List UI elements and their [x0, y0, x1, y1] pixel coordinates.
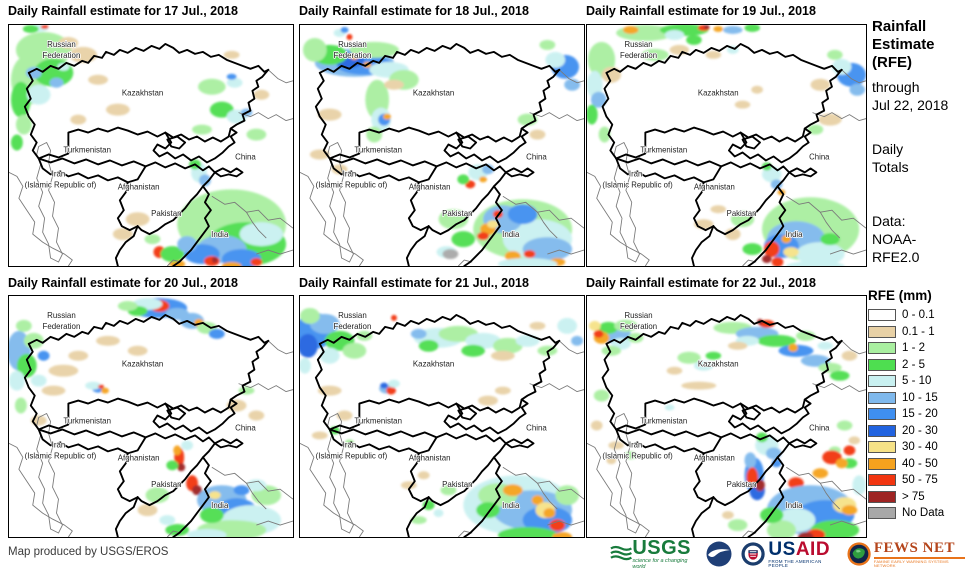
usaid-logo-tagline: FROM THE AMERICAN PEOPLE [768, 558, 822, 568]
legend-label: 5 - 10 [902, 375, 932, 388]
legend-row: 30 - 40 [868, 439, 963, 456]
legend-label: 20 - 30 [902, 424, 938, 437]
legend-label: 50 - 75 [902, 474, 938, 487]
noaa-logo [706, 541, 732, 567]
fewsnet-globe-icon [847, 542, 871, 566]
legend-swatch [868, 490, 896, 503]
legend: RFE (mm) 0 - 0.1 0.1 - 1 1 - 2 2 - 5 5 - 10 1… [868, 288, 963, 522]
usgs-logo: USGS science for a changing world [610, 538, 697, 570]
map-panel-22jul [586, 295, 867, 538]
sidebar-title: Rainfall Estimate (RFE) [872, 18, 935, 72]
panel-title-22jul: Daily Rainfall estimate for 22 Jul., 201… [586, 276, 816, 290]
footer-logos: USGS science for a changing world USAID … [610, 538, 965, 570]
legend-label: No Data [902, 507, 945, 520]
usaid-text-us: US [768, 538, 796, 560]
legend-swatch [868, 375, 896, 388]
legend-title: RFE (mm) [868, 288, 932, 303]
sidebar-data-line2: NOAA- [872, 231, 917, 247]
rainfall-blobs-17jul [10, 25, 287, 266]
sidebar-through: through Jul 22, 2018 [872, 78, 948, 114]
legend-row: 2 - 5 [868, 357, 963, 374]
panel-title-18jul: Daily Rainfall estimate for 18 Jul., 201… [299, 4, 529, 18]
sidebar-totals-line2: Totals [872, 159, 909, 175]
legend-swatch [868, 474, 896, 487]
legend-label: 15 - 20 [902, 408, 938, 421]
map-panel-20jul [8, 295, 294, 538]
legend-swatch [868, 358, 896, 371]
usaid-text-aid: AID [795, 538, 831, 560]
legend-swatch [868, 424, 896, 437]
sidebar-data-source: Data: NOAA- RFE2.0 [872, 212, 919, 266]
sidebar-title-line3: (RFE) [872, 54, 912, 71]
legend-swatch [868, 391, 896, 404]
sidebar-through-line2: Jul 22, 2018 [872, 97, 949, 113]
legend-swatch [868, 309, 896, 322]
sidebar-daily-totals: Daily Totals [872, 140, 909, 176]
map-panel-18jul [299, 24, 585, 267]
legend-label: 10 - 15 [902, 391, 938, 404]
panel-title-17jul: Daily Rainfall estimate for 17 Jul., 201… [8, 4, 238, 18]
map-panel-21jul [299, 295, 585, 538]
rainfall-blobs-19jul [587, 25, 866, 266]
usgs-logo-tagline: science for a changing world [632, 558, 688, 570]
legend-row: 20 - 30 [868, 423, 963, 440]
sidebar-data-line3: RFE2.0 [872, 249, 920, 265]
fewsnet-logo: FEWS NET FAMINE EARLY WARNING SYSTEMS NE… [847, 539, 965, 568]
usgs-logo-text: USGS [632, 537, 692, 559]
fewsnet-underline [873, 556, 965, 559]
legend-label: > 75 [902, 490, 925, 503]
panel-title-19jul: Daily Rainfall estimate for 19 Jul., 201… [586, 4, 816, 18]
legend-row: 40 - 50 [868, 456, 963, 473]
legend-swatch [868, 408, 896, 421]
legend-label: 0.1 - 1 [902, 325, 935, 338]
noaa-emblem-icon [706, 541, 732, 567]
usaid-logo-text: USAID [768, 540, 837, 559]
legend-row: 1 - 2 [868, 340, 963, 357]
legend-swatch [868, 325, 896, 338]
panel-title-21jul: Daily Rainfall estimate for 21 Jul., 201… [299, 276, 529, 290]
sidebar-data-line1: Data: [872, 213, 906, 229]
legend-row: 15 - 20 [868, 406, 963, 423]
legend-row: No Data [868, 505, 963, 522]
map-panel-17jul [8, 24, 294, 267]
fewsnet-logo-tagline: FAMINE EARLY WARNING SYSTEMS NETWORK [873, 558, 949, 568]
panel-title-20jul: Daily Rainfall estimate for 20 Jul., 201… [8, 276, 238, 290]
sidebar-title-line2: Estimate [872, 36, 935, 53]
rainfall-blobs-18jul [302, 26, 581, 266]
sidebar-totals-line1: Daily [872, 141, 904, 157]
sidebar-title-line1: Rainfall [872, 18, 927, 35]
legend-swatch [868, 507, 896, 520]
legend-label: 40 - 50 [902, 457, 938, 470]
usaid-logo: USAID FROM THE AMERICAN PEOPLE [741, 540, 837, 569]
legend-label: 0 - 0.1 [902, 309, 935, 322]
usaid-seal-icon [741, 542, 765, 566]
legend-row: 0.1 - 1 [868, 324, 963, 341]
legend-label: 30 - 40 [902, 441, 938, 454]
map-credit: Map produced by USGS/EROS [8, 546, 169, 558]
legend-row: 50 - 75 [868, 472, 963, 489]
fewsnet-logo-text: FEWS NET [873, 539, 955, 556]
legend-row: 10 - 15 [868, 390, 963, 407]
legend-swatch [868, 441, 896, 454]
legend-swatch [868, 342, 896, 355]
legend-label: 1 - 2 [902, 342, 926, 355]
legend-swatch [868, 457, 896, 470]
legend-row: > 75 [868, 489, 963, 506]
legend-label: 2 - 5 [902, 358, 926, 371]
map-panel-19jul [586, 24, 867, 267]
rainfall-blobs-20jul [9, 297, 282, 537]
legend-row: 0 - 0.1 [868, 307, 963, 324]
usgs-wave-icon [610, 545, 632, 561]
sidebar-through-line1: through [872, 79, 920, 95]
legend-row: 5 - 10 [868, 373, 963, 390]
